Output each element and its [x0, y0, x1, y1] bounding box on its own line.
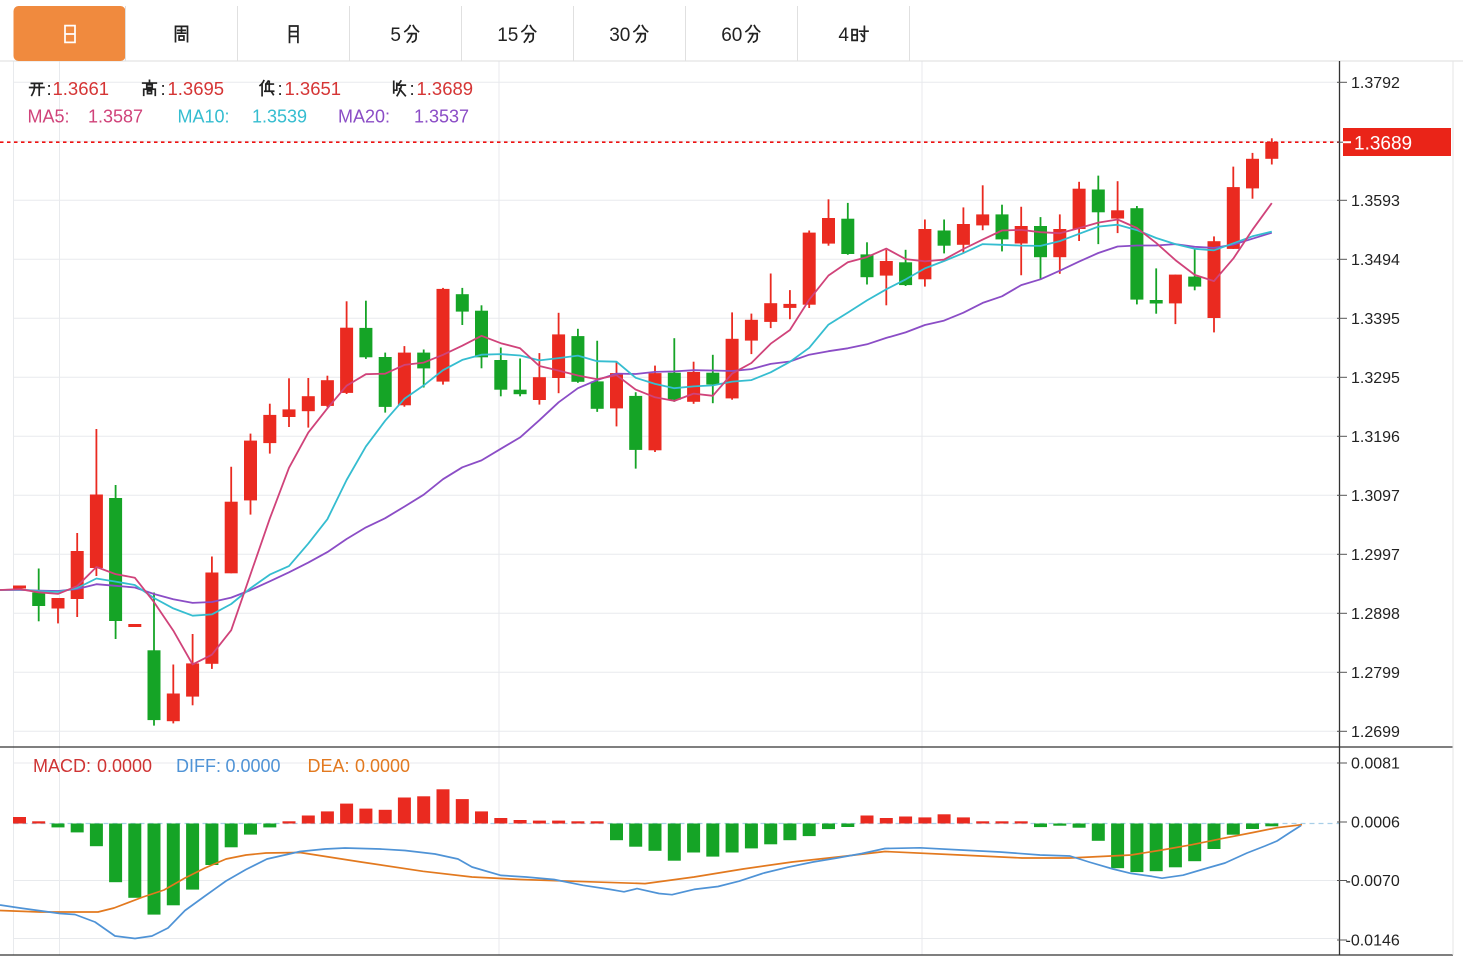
svg-text:1.3651: 1.3651 [285, 78, 342, 99]
svg-text:1.3196: 1.3196 [1351, 429, 1400, 446]
svg-text:DEA:: DEA: [308, 756, 350, 776]
svg-text:MA5:: MA5: [28, 107, 70, 127]
svg-text:MA10:: MA10: [178, 107, 230, 127]
svg-text:0.0081: 0.0081 [1351, 756, 1400, 773]
svg-text:0.0000: 0.0000 [97, 756, 152, 776]
svg-text:30: 30 [609, 25, 630, 46]
svg-text:-0.0146: -0.0146 [1346, 933, 1400, 950]
svg-text:1.2699: 1.2699 [1351, 724, 1400, 741]
svg-text:1.3395: 1.3395 [1351, 311, 1400, 328]
svg-text:5: 5 [390, 25, 401, 46]
svg-text:1.3593: 1.3593 [1351, 193, 1400, 210]
svg-text:-0.0070: -0.0070 [1346, 873, 1400, 890]
svg-text:1.3295: 1.3295 [1351, 370, 1400, 387]
svg-text:1.3539: 1.3539 [252, 107, 307, 127]
svg-text:1.3587: 1.3587 [88, 107, 143, 127]
svg-text:1.2799: 1.2799 [1351, 665, 1400, 682]
svg-text:1.2997: 1.2997 [1351, 547, 1400, 564]
svg-text:0.0000: 0.0000 [226, 756, 281, 776]
svg-text:1.3689: 1.3689 [1354, 134, 1412, 155]
svg-text:60: 60 [721, 25, 742, 46]
svg-text::: : [410, 78, 415, 99]
svg-text:1.3537: 1.3537 [414, 107, 469, 127]
svg-text:1.2898: 1.2898 [1351, 606, 1400, 623]
svg-text:4: 4 [838, 25, 849, 46]
svg-text:0.0000: 0.0000 [355, 756, 410, 776]
svg-text::: : [47, 78, 52, 99]
svg-text:1.3792: 1.3792 [1351, 75, 1400, 92]
svg-text:1.3661: 1.3661 [53, 78, 110, 99]
svg-text:1.3494: 1.3494 [1351, 252, 1400, 269]
svg-text:MA20:: MA20: [338, 107, 390, 127]
svg-text::: : [161, 78, 166, 99]
svg-text:15: 15 [497, 25, 518, 46]
svg-text:1.3689: 1.3689 [417, 78, 474, 99]
svg-text:1.3695: 1.3695 [168, 78, 225, 99]
svg-text:0.0006: 0.0006 [1351, 815, 1400, 832]
svg-text:1.3097: 1.3097 [1351, 488, 1400, 505]
svg-text:MACD:: MACD: [33, 756, 91, 776]
svg-text::: : [278, 78, 283, 99]
svg-text:DIFF:: DIFF: [176, 756, 221, 776]
